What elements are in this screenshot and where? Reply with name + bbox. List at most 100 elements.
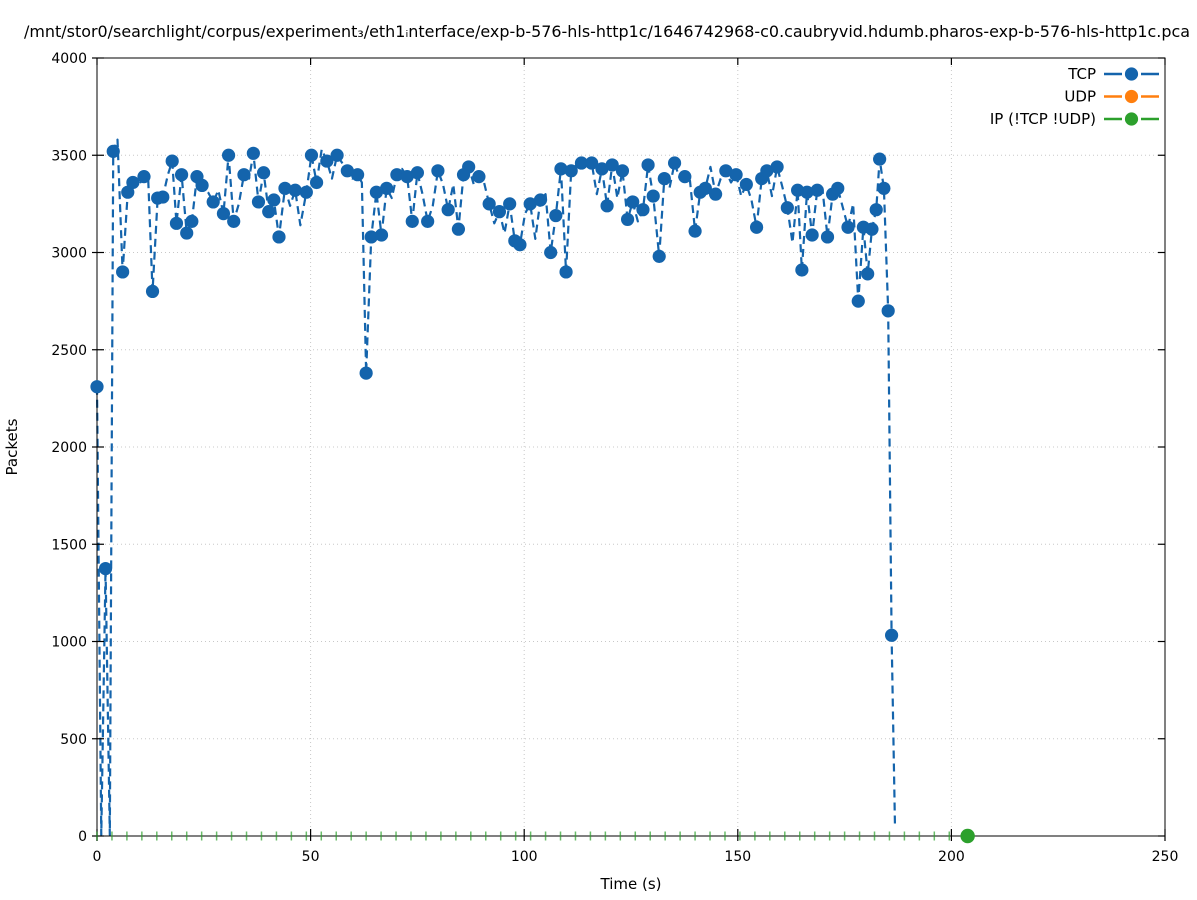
tcp-point: [719, 164, 733, 178]
tcp-point: [795, 263, 809, 277]
tcp-point: [708, 187, 723, 201]
x-axis-label: Time (s): [600, 875, 662, 893]
tcp-point: [585, 156, 599, 170]
tcp-point: [216, 207, 231, 221]
y-axis-label: Packets: [3, 418, 21, 475]
tcp-point: [805, 228, 819, 242]
x-tick-label: 150: [724, 849, 751, 865]
tcp-point: [359, 366, 373, 380]
tcp-point: [309, 175, 324, 190]
plot-area: 0 50 100 150 200 2500500100015002000250030003…: [51, 51, 1178, 865]
tcp-point: [869, 203, 883, 217]
tcp-point: [831, 181, 845, 195]
tcp-point: [595, 162, 609, 176]
x-tick-label: 200: [938, 849, 965, 865]
tcp-point: [246, 146, 260, 160]
tcp-point: [605, 158, 619, 172]
tcp-point: [770, 160, 784, 174]
tcp-point: [90, 380, 104, 394]
tcp-point: [492, 205, 507, 219]
tcp-point: [221, 148, 236, 162]
tcp-point: [451, 222, 466, 236]
tcp-point: [262, 205, 276, 219]
tcp-point: [667, 156, 682, 170]
tcp-point: [678, 170, 692, 184]
y-tick-label: 0: [78, 829, 87, 845]
x-tick-label: 50: [302, 849, 320, 865]
tcp-point: [462, 160, 476, 174]
tcp-line: [95, 138, 897, 837]
tcp-point: [877, 181, 891, 195]
legend-label: TCP: [1067, 65, 1096, 83]
tcp-point: [174, 168, 189, 182]
tcp-point: [482, 197, 496, 211]
y-tick-label: 3500: [51, 148, 87, 164]
tcp-point: [156, 190, 170, 204]
legend-label: IP (!TCP !UDP): [990, 110, 1096, 128]
tcp-point: [780, 201, 794, 215]
tcp-point: [564, 164, 578, 178]
tcp-point: [121, 185, 135, 199]
legend-sample-point: [1124, 67, 1139, 81]
x-tick-label: 250: [1152, 849, 1179, 865]
y-tick-label: 3000: [51, 246, 87, 262]
tcp-point: [227, 214, 241, 228]
y-tick-label: 1000: [51, 635, 87, 651]
tcp-point: [873, 152, 887, 166]
tcp-point: [410, 166, 424, 180]
tcp-point: [98, 561, 113, 576]
tcp-point: [841, 220, 855, 234]
tcp-point: [421, 214, 435, 228]
tcp-point: [620, 212, 635, 227]
tcp-point: [288, 183, 302, 197]
tcp-point: [652, 249, 666, 263]
tcp-point: [304, 148, 319, 162]
tcp-point: [865, 222, 879, 236]
ip-final-point: [960, 828, 975, 844]
tcp-point: [364, 230, 378, 244]
tcp-point: [185, 214, 199, 228]
tcp-point: [749, 220, 764, 234]
tcp-point: [641, 158, 655, 172]
tcp-point: [657, 171, 671, 186]
tcp-point: [533, 193, 548, 207]
x-tick-label: 100: [511, 849, 538, 865]
tcp-point: [884, 628, 899, 642]
tcp-point: [106, 144, 120, 158]
tcp-point: [405, 214, 419, 228]
tcp-point: [523, 197, 537, 211]
tcp-point: [237, 168, 251, 182]
tcp-point: [369, 185, 383, 199]
tcp-point: [390, 168, 404, 182]
tcp-point: [116, 265, 130, 279]
y-tick-label: 2500: [51, 343, 87, 359]
tcp-point: [739, 177, 753, 192]
tcp-point: [206, 195, 220, 209]
x-tick-label: 0: [93, 849, 102, 865]
tcp-point: [380, 181, 394, 195]
tcp-point: [126, 175, 140, 190]
tcp-point: [800, 185, 814, 199]
tcp-point: [881, 304, 895, 318]
tcp-point: [698, 181, 712, 195]
tcp-point: [330, 148, 344, 162]
y-tick-label: 1500: [51, 537, 87, 553]
y-tick-label: 500: [60, 732, 87, 748]
tcp-point: [554, 162, 568, 176]
tcp-point: [251, 195, 266, 209]
tcp-point: [615, 164, 630, 178]
tcp-point: [820, 230, 835, 244]
tcp-point: [861, 267, 875, 281]
tcp-point: [503, 197, 517, 211]
tcp-point: [472, 170, 486, 184]
tcp-point: [400, 170, 414, 184]
tcp-point: [574, 156, 589, 170]
tcp-point: [165, 154, 179, 168]
tcp-point: [195, 178, 209, 192]
tcp-point: [180, 226, 194, 240]
tcp-point: [320, 154, 334, 168]
tcp-point: [646, 189, 660, 203]
tcp-point: [374, 228, 389, 242]
tcp-point: [278, 181, 292, 195]
